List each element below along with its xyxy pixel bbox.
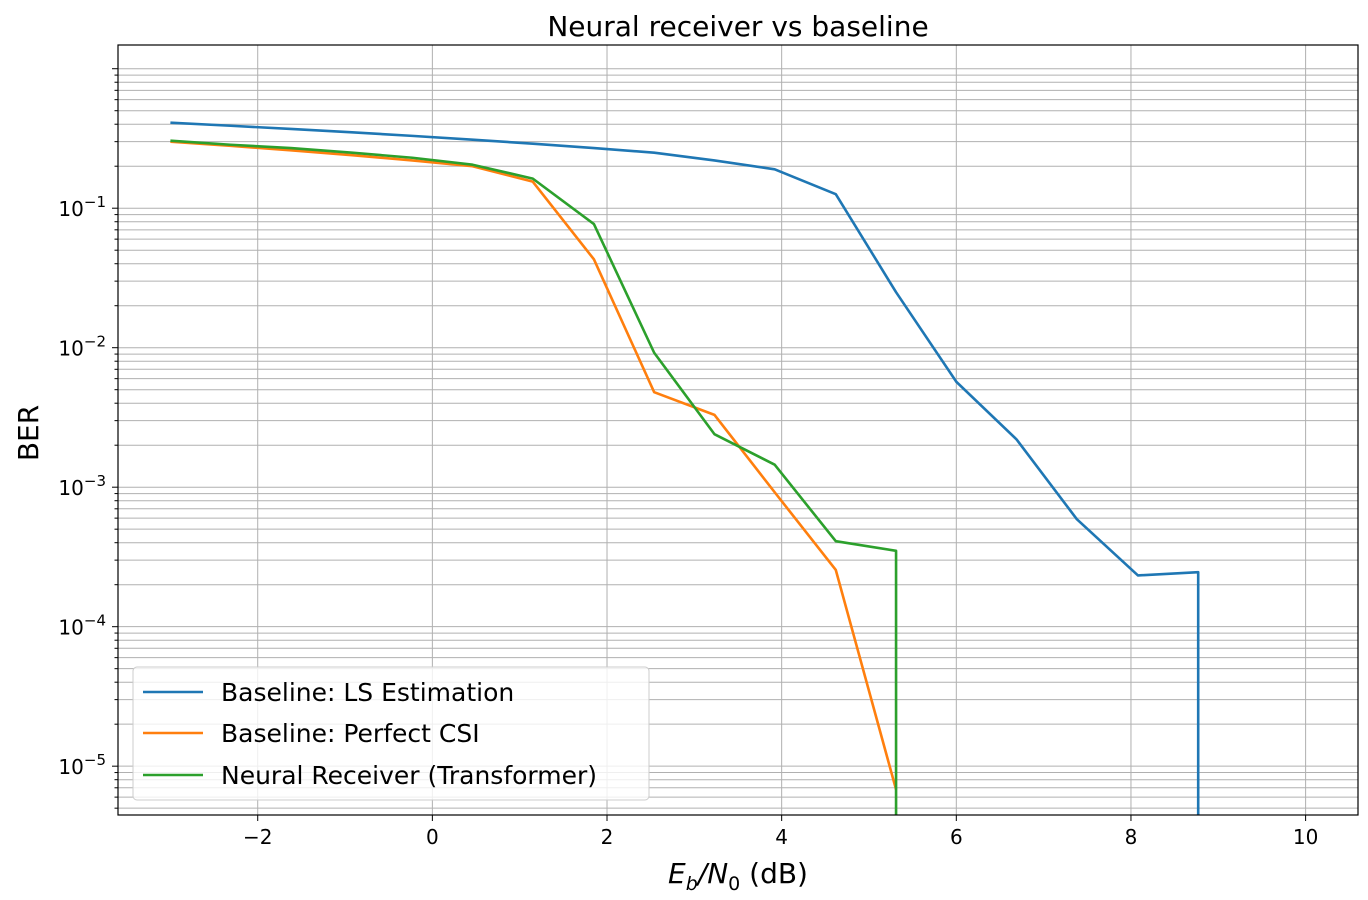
legend-label-ls: Baseline: LS Estimation — [221, 678, 514, 707]
x-ticks: −2 0 2 4 6 8 10 — [243, 815, 1318, 849]
x-axis-title-sub-b: b — [686, 873, 698, 895]
x-axis-title: Eb/N0 (dB) — [668, 857, 808, 895]
legend-label-perfect-csi: Baseline: Perfect CSI — [221, 719, 480, 748]
legend-label-neural: Neural Receiver (Transformer) — [221, 761, 597, 790]
chart-title: Neural receiver vs baseline — [547, 10, 928, 43]
legend-box — [132, 666, 650, 801]
x-tick-label: 10 — [1293, 825, 1318, 849]
series-line-2 — [170, 139, 898, 815]
y-ticks: 10−1 10−2 10−3 10−4 10−5 — [58, 68, 118, 809]
y-axis-title: BER — [12, 405, 45, 461]
x-tick-label: −2 — [243, 825, 272, 849]
x-tick-label: 8 — [1125, 825, 1138, 849]
x-tick-label: 4 — [775, 825, 788, 849]
plot-frame — [117, 44, 1359, 816]
x-tick-label: 2 — [601, 825, 614, 849]
x-axis-title-e: E — [668, 857, 686, 890]
x-axis-title-n: /N — [695, 857, 728, 890]
x-axis-title-unit: (dB) — [740, 857, 808, 890]
y-tick-label: 10−1 — [58, 193, 106, 221]
y-tick-label: 10−4 — [58, 612, 106, 640]
series-line-1 — [170, 140, 898, 790]
series-line-0 — [170, 121, 1200, 815]
series-lines — [170, 121, 1200, 815]
y-tick-label: 10−2 — [58, 333, 106, 361]
y-tick-label: 10−5 — [58, 751, 106, 779]
legend: Baseline: LS Estimation Baseline: Perfec… — [132, 666, 650, 801]
x-tick-label: 6 — [950, 825, 963, 849]
y-tick-label: 10−3 — [58, 472, 106, 500]
x-axis-title-sub-0: 0 — [728, 873, 740, 895]
x-tick-label: 0 — [426, 825, 439, 849]
